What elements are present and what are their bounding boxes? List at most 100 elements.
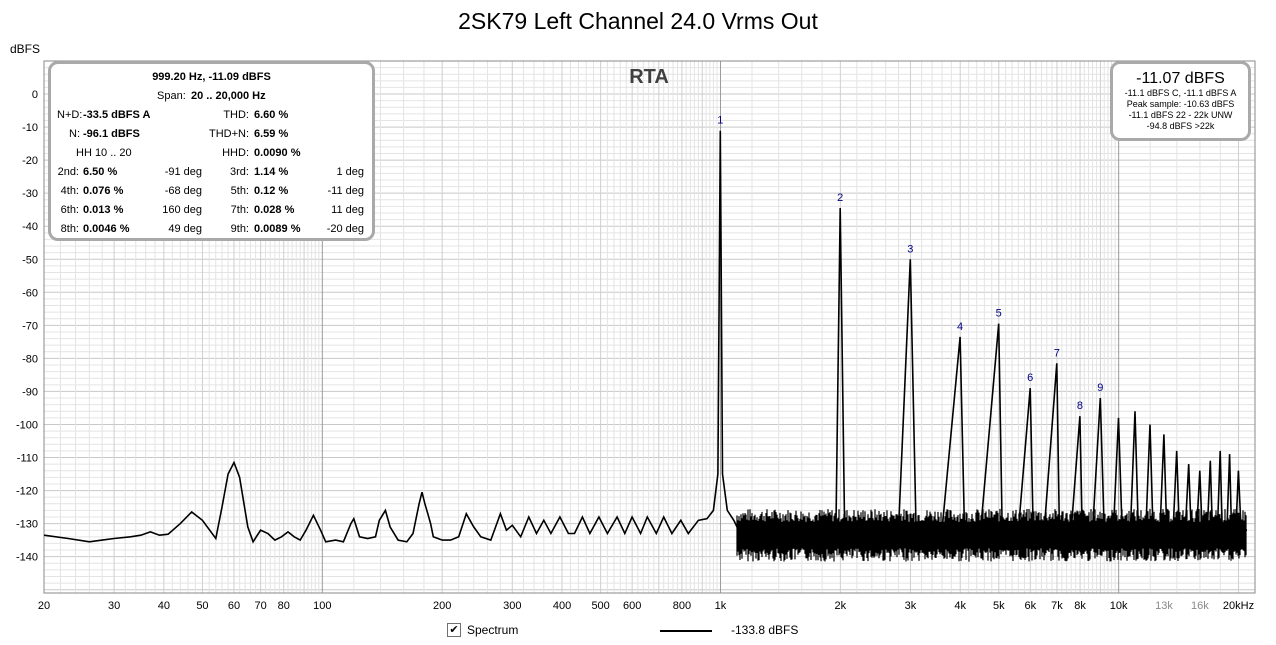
harmonic-phase: 11 deg — [331, 204, 364, 216]
harmonic-phase: -20 deg — [326, 223, 364, 235]
x-tick-label: 400 — [553, 600, 571, 612]
harmonic-row: 8th: 0.0046 % 49 deg 9th: 0.0089 % -20 deg — [51, 220, 372, 239]
x-tick-label: 60 — [228, 600, 240, 612]
y-tick-label: -100 — [16, 419, 38, 431]
thdn-value: 6.59 % — [254, 128, 289, 140]
y-tick-label: -70 — [22, 320, 38, 332]
harmonic-markers: 1 2 3 4 5 6 7 8 9 — [717, 115, 1103, 413]
x-tick-label: 500 — [591, 600, 609, 612]
y-tick-label: -120 — [16, 486, 38, 498]
hh-label: HH 10 .. 20 — [76, 147, 132, 159]
stats-header: 999.20 Hz, -11.09 dBFS — [152, 71, 271, 83]
x-tick-label: 1k — [715, 600, 727, 612]
thdn-label: THD+N: — [208, 128, 249, 140]
x-tick-label: 6k — [1025, 600, 1037, 612]
harmonic-phase: -11 deg — [327, 185, 365, 197]
x-tick-label: 100 — [313, 600, 331, 612]
harmonic-phase: 1 deg — [336, 166, 364, 178]
x-tick-label: 80 — [278, 600, 290, 612]
x-tick-label: 13k — [1155, 600, 1173, 612]
harmonic-order-label: 2nd: — [57, 166, 79, 178]
spectrum-trace — [43, 130, 1247, 544]
plot-border — [43, 60, 1256, 594]
thd-value: 6.60 % — [254, 109, 289, 121]
y-tick-label: -40 — [22, 221, 38, 233]
y-tick-label: -50 — [22, 254, 38, 266]
peak-level-value: -11.07 dBFS — [1136, 70, 1225, 87]
harmonic-marker-label: 8 — [1077, 400, 1083, 412]
x-tick-label: 4k — [954, 600, 966, 612]
harmonic-percent: 0.0046 % — [83, 223, 130, 235]
harmonic-marker-label: 3 — [907, 243, 913, 255]
hh-row: HH 10 .. 20 HHD: 0.0090 % — [51, 144, 372, 163]
harmonic-phase: 160 deg — [162, 204, 202, 216]
harmonic-marker-label: 2 — [837, 192, 843, 204]
x-tick-label: 20 — [38, 600, 50, 612]
y-tick-label: -30 — [22, 188, 38, 200]
peak-line: -11.1 dBFS 22 - 22k UNW — [1128, 110, 1233, 120]
harmonic-order-label: 3rd: — [230, 166, 249, 178]
x-tick-label: 8k — [1074, 600, 1086, 612]
stats-panel[interactable]: 999.20 Hz, -11.09 dBFS Span: 20 .. 20,00… — [48, 61, 375, 241]
spectrum-checkbox-label[interactable]: Spectrum — [467, 623, 519, 637]
x-tick-label: 50 — [196, 600, 208, 612]
x-tick-label: 200 — [433, 600, 451, 612]
y-tick-label: -90 — [22, 386, 38, 398]
x-tick-label: 300 — [503, 600, 521, 612]
harmonic-marker-label: 7 — [1054, 347, 1060, 359]
harmonic-marker-label: 9 — [1097, 382, 1103, 394]
rta-label: RTA — [629, 66, 669, 88]
harmonic-order-label: 4th: — [60, 185, 79, 197]
x-tick-label: 5k — [993, 600, 1005, 612]
x-tick-label: 3k — [905, 600, 917, 612]
n-value: -96.1 dBFS — [83, 128, 140, 140]
hhd-label: HHD: — [222, 147, 249, 159]
y-tick-label: -80 — [22, 353, 38, 365]
harmonic-order-label: 5th: — [230, 185, 249, 197]
harmonic-phase: 49 deg — [168, 223, 202, 235]
x-tick-label: 20kHz — [1223, 600, 1254, 612]
x-tick-label: 10k — [1110, 600, 1128, 612]
x-tick-label: 7k — [1051, 600, 1063, 612]
peak-level-panel[interactable]: -11.07 dBFS -11.1 dBFS C, -11.1 dBFS A P… — [1110, 61, 1251, 141]
spectrum-checkbox[interactable]: ✔ — [447, 623, 461, 637]
nd-row: N+D: -33.5 dBFS A THD: 6.60 % — [51, 106, 372, 125]
y-axis: 0 -10 -20 -30 -40 -50 -60 -70 -80 -90 -100 -110 -120… — [16, 89, 38, 564]
span-value: 20 .. 20,000 Hz — [191, 90, 266, 102]
chart-title: 2SK79 Left Channel 24.0 Vrms Out — [458, 8, 818, 34]
harmonic-percent: 0.076 % — [83, 185, 124, 197]
y-tick-label: -110 — [17, 453, 38, 465]
legend-value: -133.8 dBFS — [731, 623, 799, 637]
peak-line: -94.8 dBFS >22k — [1146, 121, 1215, 131]
n-label: N: — [69, 128, 80, 140]
legend-line-swatch — [660, 630, 712, 632]
x-tick-label: 800 — [673, 600, 691, 612]
y-tick-label: -130 — [16, 519, 38, 531]
x-tick-label: 2k — [835, 600, 847, 612]
nd-value: -33.5 dBFS A — [83, 109, 151, 121]
noise-floor-grass — [736, 508, 1247, 562]
harmonic-marker-label: 5 — [996, 308, 1002, 320]
harmonic-row: 6th: 0.013 % 160 deg 7th: 0.028 % 11 deg — [51, 201, 372, 220]
span-label: Span: — [157, 90, 186, 102]
hhd-value: 0.0090 % — [254, 147, 301, 159]
y-tick-label: -10 — [22, 122, 38, 134]
thd-label: THD: — [223, 109, 249, 121]
harmonic-order-label: 8th: — [60, 223, 79, 235]
nd-label: N+D: — [57, 109, 83, 121]
span-row: Span: 20 .. 20,000 Hz — [51, 87, 372, 106]
x-tick-label: 16k — [1191, 600, 1209, 612]
harmonic-phase: -68 deg — [164, 185, 202, 197]
harmonic-percent: 0.12 % — [254, 185, 289, 197]
x-tick-label: 40 — [158, 600, 170, 612]
x-axis: 20 30 40 50 60 70 80 100 200 300 400 500 600 800 1k 2k 3… — [38, 600, 1254, 612]
harmonic-percent: 0.013 % — [83, 204, 124, 216]
harmonic-percent: 6.50 % — [83, 166, 118, 178]
harmonic-marker-label: 4 — [957, 321, 963, 333]
x-tick-label: 70 — [255, 600, 267, 612]
harmonic-percent: 0.028 % — [254, 204, 295, 216]
y-tick-label: -20 — [22, 155, 38, 167]
peak-line: Peak sample: -10.63 dBFS — [1126, 99, 1235, 109]
harmonic-percent: 1.14 % — [254, 166, 289, 178]
y-tick-label: -140 — [16, 552, 38, 564]
